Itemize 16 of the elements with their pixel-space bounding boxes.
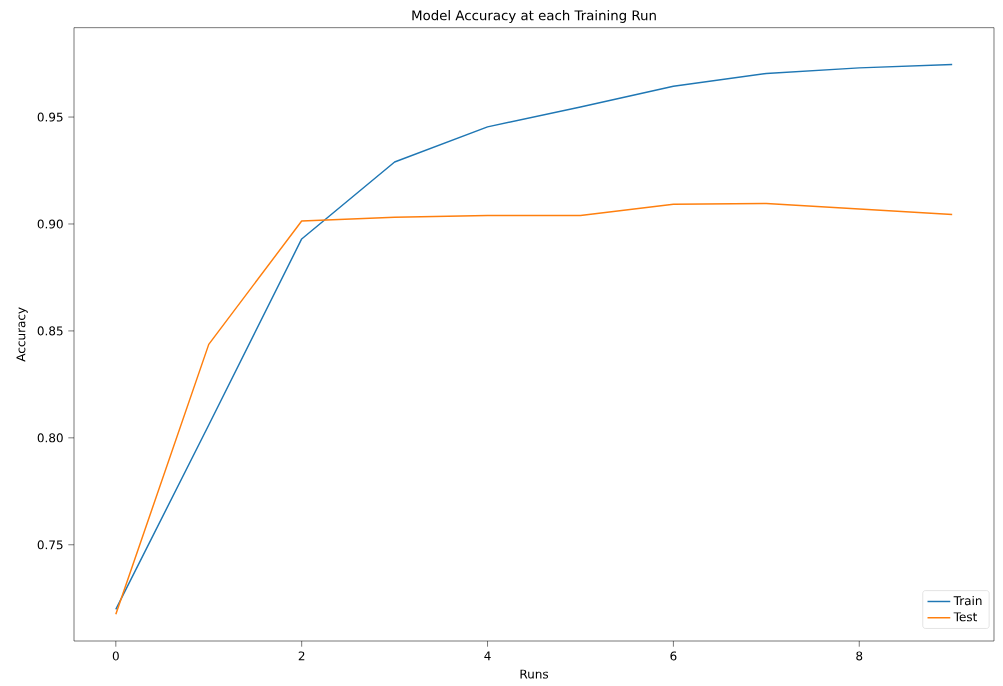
chart-title: Model Accuracy at each Training Run — [412, 10, 656, 23]
legend-label: Train — [953, 595, 982, 606]
line-series — [115, 63, 953, 611]
y-tick-label: 0.90 — [37, 219, 63, 229]
y-tick-label: 0.80 — [37, 433, 63, 443]
y-tick-label: 0.85 — [37, 326, 63, 336]
x-tick-label: 6 — [670, 651, 677, 661]
x-tick-label: 2 — [298, 651, 305, 661]
x-axis-title: Runs — [520, 669, 549, 679]
x-tick-label: 0 — [112, 651, 119, 661]
x-tick-label: 8 — [856, 651, 863, 661]
legend-label: Test — [953, 612, 978, 622]
y-tick-label: 0.95 — [37, 112, 63, 122]
y-axis-title: Accuracy — [16, 307, 28, 362]
x-tick-label: 4 — [484, 651, 491, 661]
y-tick-label: 0.75 — [37, 540, 63, 550]
